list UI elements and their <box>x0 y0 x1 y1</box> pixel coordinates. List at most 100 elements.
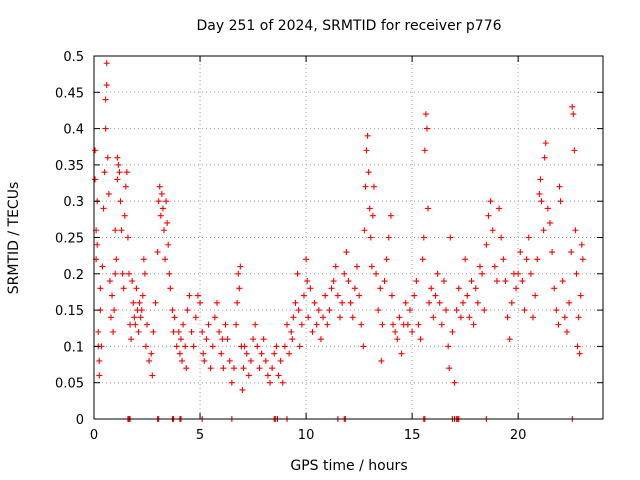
data-point <box>112 270 119 277</box>
data-point <box>106 278 113 285</box>
data-point <box>579 256 586 263</box>
data-point <box>157 212 164 219</box>
data-point <box>300 292 307 299</box>
data-point <box>409 328 416 335</box>
data-point <box>479 270 486 277</box>
data-point <box>422 111 429 118</box>
data-point <box>315 307 322 314</box>
data-point <box>351 285 358 292</box>
data-point <box>363 147 370 154</box>
data-point <box>92 147 99 154</box>
data-point <box>234 299 241 306</box>
data-point <box>358 321 365 328</box>
data-point <box>362 183 369 190</box>
data-point <box>119 270 126 277</box>
data-point <box>343 249 350 256</box>
data-point <box>322 292 329 299</box>
data-point <box>241 343 248 350</box>
data-point <box>303 256 310 263</box>
data-point <box>347 299 354 306</box>
data-point <box>378 357 385 364</box>
data-point <box>311 299 318 306</box>
data-point <box>182 343 189 350</box>
data-point <box>428 285 435 292</box>
data-point <box>245 372 252 379</box>
y-tick-label: 0.25 <box>55 232 84 247</box>
data-point <box>534 256 541 263</box>
data-point <box>317 336 324 343</box>
data-point <box>222 321 229 328</box>
data-point <box>513 285 520 292</box>
data-point <box>557 198 564 205</box>
data-point <box>446 365 453 372</box>
data-point <box>415 321 422 328</box>
data-point <box>176 350 183 357</box>
data-point <box>530 314 537 321</box>
data-point <box>462 256 469 263</box>
data-point <box>290 314 297 321</box>
x-tick-label: 10 <box>298 428 315 443</box>
data-point <box>571 147 578 154</box>
data-point <box>502 278 509 285</box>
data-point <box>275 372 282 379</box>
data-point <box>209 343 216 350</box>
y-tick-label: 0.45 <box>55 86 84 101</box>
data-point <box>235 270 242 277</box>
data-point <box>390 321 397 328</box>
data-point <box>269 365 276 372</box>
data-point <box>216 328 223 335</box>
data-point <box>214 299 221 306</box>
data-point <box>451 379 458 386</box>
data-point <box>228 379 235 386</box>
data-point <box>349 314 356 321</box>
x-tick-label: 15 <box>404 428 421 443</box>
data-point <box>121 212 128 219</box>
data-point <box>144 321 151 328</box>
data-point <box>407 307 414 314</box>
data-point <box>281 343 288 350</box>
data-point <box>472 285 479 292</box>
data-point <box>575 314 582 321</box>
data-point <box>523 256 530 263</box>
data-point <box>366 205 373 212</box>
data-point <box>381 278 388 285</box>
data-point <box>296 343 303 350</box>
data-point <box>294 270 301 277</box>
data-point <box>226 357 233 364</box>
data-point <box>260 336 267 343</box>
data-point <box>577 292 584 299</box>
data-point <box>164 219 171 226</box>
data-point <box>537 176 544 183</box>
data-point <box>532 292 539 299</box>
data-point <box>392 328 399 335</box>
data-point <box>474 299 481 306</box>
data-point <box>542 140 549 147</box>
data-point <box>341 270 348 277</box>
data-point <box>304 278 311 285</box>
data-point <box>175 328 182 335</box>
data-point <box>114 176 121 183</box>
data-point <box>487 198 494 205</box>
data-point <box>117 198 124 205</box>
data-point <box>146 357 153 364</box>
data-point <box>568 249 575 256</box>
data-point <box>307 285 314 292</box>
data-point <box>379 321 386 328</box>
data-point <box>369 212 376 219</box>
axis-ticks <box>93 55 603 420</box>
data-point <box>192 314 199 321</box>
data-point <box>445 343 452 350</box>
data-point <box>200 350 207 357</box>
data-point <box>203 336 210 343</box>
data-point <box>544 205 551 212</box>
data-point <box>504 314 511 321</box>
data-point <box>370 183 377 190</box>
data-point <box>527 270 534 277</box>
data-point <box>131 314 138 321</box>
data-point <box>375 307 382 314</box>
data-point <box>250 336 257 343</box>
data-point <box>254 343 261 350</box>
data-point <box>576 350 583 357</box>
data-point <box>536 190 543 197</box>
data-point <box>197 299 204 306</box>
